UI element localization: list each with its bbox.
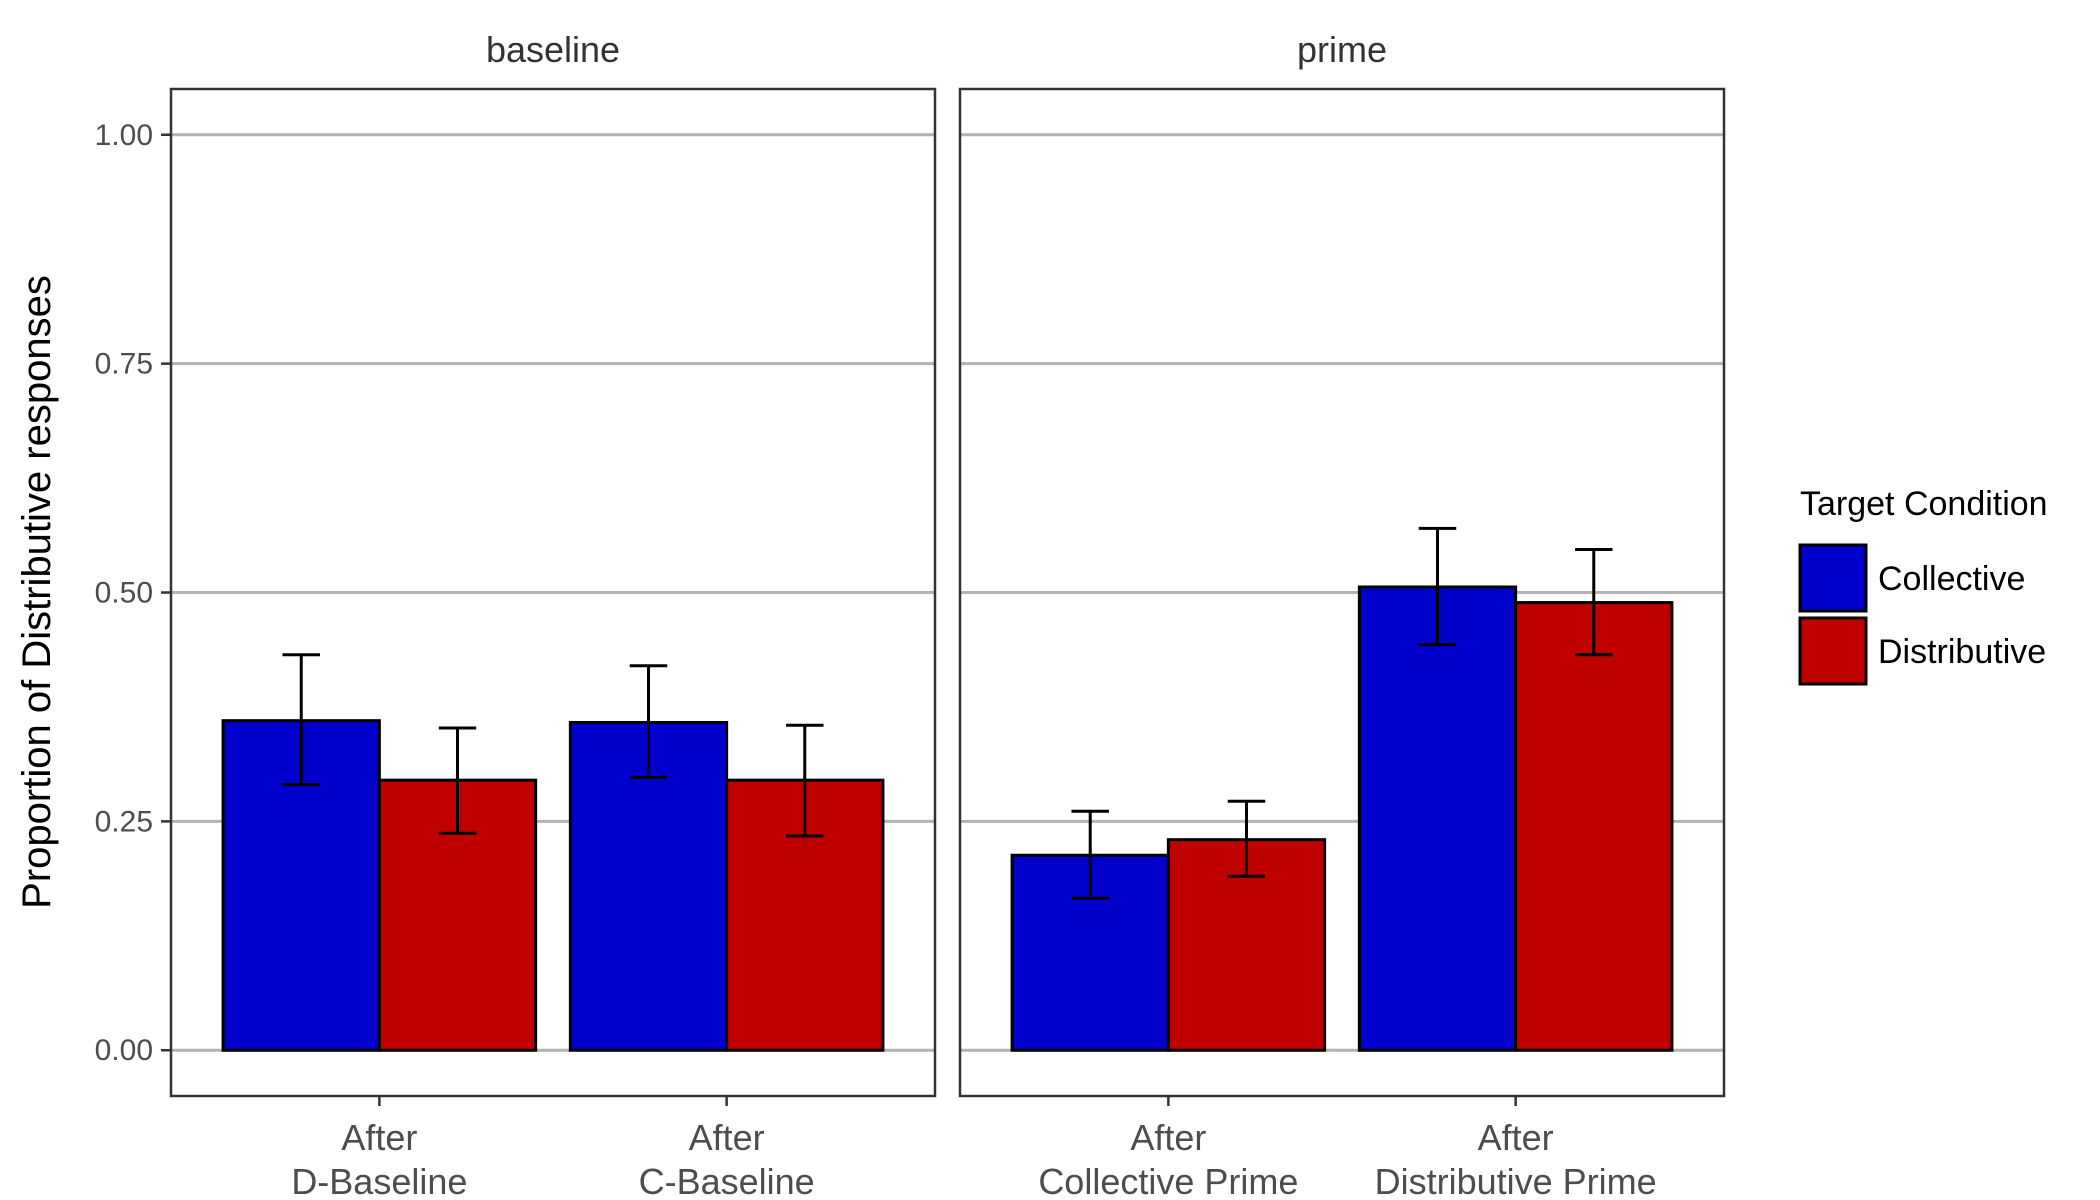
x-tick-label: D-Baseline	[291, 1161, 467, 1200]
legend-label-collective: Collective	[1878, 560, 2025, 598]
y-tick-label: 1.00	[95, 119, 153, 152]
y-tick-label: 0.50	[95, 577, 153, 610]
y-tick-label: 0.25	[95, 805, 153, 838]
x-tick-label: After	[341, 1117, 417, 1158]
legend: Target Condition Collective Distributive	[1798, 485, 2048, 686]
legend-items: Collective Distributive	[1798, 543, 2046, 686]
x-tick-label: Distributive Prime	[1375, 1161, 1657, 1200]
y-axis-title: Proportion of Distributive responses	[15, 275, 59, 909]
bar-distributive	[1514, 601, 1674, 1052]
x-tick-label: Collective Prime	[1038, 1161, 1298, 1200]
x-tick-label: After	[689, 1117, 765, 1158]
x-tick-label: After	[1478, 1117, 1554, 1158]
panel-border	[958, 87, 1726, 1098]
legend-label-distributive: Distributive	[1878, 633, 2046, 671]
x-tick-label: After	[1130, 1117, 1206, 1158]
facets: baselineAfterD-BaselineAfterC-Baseline0.…	[95, 29, 1726, 1200]
legend-title: Target Condition	[1800, 485, 2048, 523]
x-tick-label: C-Baseline	[639, 1161, 815, 1200]
bar-collective	[1357, 585, 1518, 1052]
legend-key-collective	[1798, 543, 1868, 613]
y-tick-label: 0.00	[95, 1034, 153, 1067]
facet-title: prime	[1297, 29, 1387, 70]
facet-title: baseline	[486, 29, 620, 70]
legend-key-distributive	[1798, 616, 1868, 686]
y-tick-label: 0.75	[95, 348, 153, 381]
facet-panel-baseline: baselineAfterD-BaselineAfterC-Baseline0.…	[95, 29, 937, 1200]
